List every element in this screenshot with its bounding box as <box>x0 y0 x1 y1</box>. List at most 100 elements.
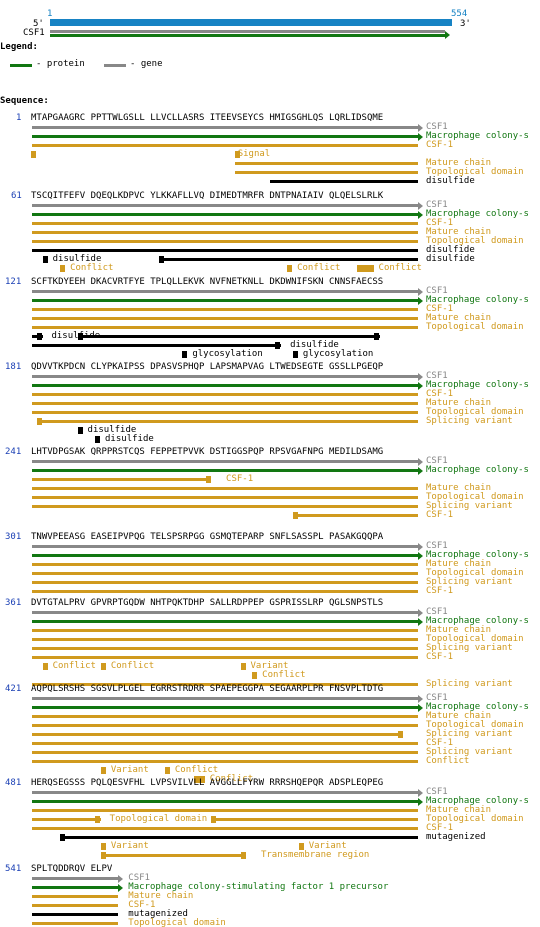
overview-protein-line[interactable] <box>50 34 445 37</box>
gene-track-bar[interactable] <box>32 545 418 548</box>
feature-track-bar[interactable] <box>36 420 418 423</box>
feature-mark[interactable] <box>234 151 240 158</box>
feature-track-bar[interactable] <box>32 638 418 641</box>
conflict-mark[interactable] <box>42 663 48 670</box>
protein-track-bar[interactable] <box>32 554 418 557</box>
sequence-line[interactable]: SCFTKDYEEH DKACVRTFYE TPLQLLEKVK NVFNETK… <box>31 277 384 287</box>
gene-track-bar[interactable] <box>32 611 418 614</box>
site-mark[interactable] <box>182 351 188 358</box>
conflict-mark[interactable] <box>252 672 258 679</box>
gene-track-bar[interactable] <box>32 290 418 293</box>
gene-track-bar[interactable] <box>32 697 418 700</box>
bond-mark[interactable] <box>77 333 83 340</box>
feature-track-bar[interactable] <box>32 222 418 225</box>
feature-track-bar[interactable] <box>32 572 418 575</box>
sequence-line[interactable]: QDVVTKPDCN CLYPKAIPSS DPASVSPHQP LAPSMAP… <box>31 362 384 372</box>
bond-track-bar[interactable] <box>159 258 418 261</box>
feature-track-bar[interactable] <box>32 393 418 396</box>
sequence-line[interactable]: AQPQLSRSHS SGSVLPLGEL EGRRSTRDRR SPAEPEG… <box>31 684 384 694</box>
sequence-line[interactable]: TNWVPEEASG EASEIPVPQG TELSPSRPGG GSMQTEP… <box>31 532 384 542</box>
feature-track-bar[interactable] <box>32 326 418 329</box>
feature-track-bar[interactable] <box>32 895 119 898</box>
feature-track-bar[interactable] <box>32 656 418 659</box>
gene-track-bar[interactable] <box>32 204 418 207</box>
sequence-line[interactable]: MTAPGAAGRC PPTTWLGSLL LLVCLLASRS ITEEVSE… <box>31 113 384 123</box>
site-mark[interactable] <box>95 436 101 443</box>
feature-track-bar[interactable] <box>32 683 418 686</box>
protein-track-bar[interactable] <box>32 886 119 889</box>
feature-track-bar[interactable] <box>32 818 101 821</box>
bond-track-bar[interactable] <box>32 913 119 916</box>
sequence-line[interactable]: DVTGTALPRV GPVRPTGQDW NHTPQKTDHP SALLRDP… <box>31 598 384 608</box>
protein-track-bar[interactable] <box>32 213 418 216</box>
feature-mark[interactable] <box>205 476 211 483</box>
feature-track-bar[interactable] <box>32 411 418 414</box>
feature-track-bar[interactable] <box>32 496 418 499</box>
sequence-line[interactable]: TSCQITFEFV DQEQLKDPVC YLKKAFLLVQ DIMEDTM… <box>31 191 384 201</box>
feature-track-bar[interactable] <box>292 514 418 517</box>
feature-track-bar[interactable] <box>32 317 418 320</box>
bond-track-bar[interactable] <box>77 335 381 338</box>
feature-mark[interactable] <box>292 512 298 519</box>
bond-mark[interactable] <box>60 834 66 841</box>
feature-track-bar[interactable] <box>32 647 418 650</box>
protein-track-bar[interactable] <box>32 620 418 623</box>
feature-track-bar[interactable] <box>32 563 418 566</box>
feature-track-bar[interactable] <box>32 240 418 243</box>
feature-track-bar[interactable] <box>32 733 404 736</box>
bond-track-bar[interactable] <box>32 249 418 252</box>
site-mark[interactable] <box>77 427 83 434</box>
gene-track-bar[interactable] <box>32 791 418 794</box>
feature-track-bar[interactable] <box>32 144 418 147</box>
gene-track-bar[interactable] <box>32 126 418 129</box>
feature-track-bar[interactable] <box>32 904 119 907</box>
feature-track-bar[interactable] <box>100 854 247 857</box>
protein-track-bar[interactable] <box>32 469 418 472</box>
feature-track-bar[interactable] <box>32 231 418 234</box>
feature-track-bar[interactable] <box>32 751 418 754</box>
conflict-mark[interactable] <box>100 843 106 850</box>
feature-track-bar[interactable] <box>32 590 418 593</box>
feature-mark[interactable] <box>36 418 42 425</box>
bond-track-bar[interactable] <box>269 180 418 183</box>
feature-track-bar[interactable] <box>32 742 418 745</box>
sequence-line[interactable]: HERQSEGSSS PQLQESVFHL LVPSVILVLL AVGGLLF… <box>31 778 384 788</box>
feature-track-bar[interactable] <box>32 922 119 925</box>
site-mark[interactable] <box>292 351 298 358</box>
feature-track-bar[interactable] <box>32 809 418 812</box>
feature-track-bar[interactable] <box>32 629 418 632</box>
feature-track-bar[interactable] <box>32 724 418 727</box>
protein-track-bar[interactable] <box>32 384 418 387</box>
feature-track-bar[interactable] <box>32 760 418 763</box>
sequence-line[interactable]: LHTVDPGSAK QRPPRSTCQS FEPPETPVVK DSTIGGS… <box>31 447 384 457</box>
gene-track-bar[interactable] <box>32 877 119 880</box>
bond-mark[interactable] <box>275 342 281 349</box>
feature-track-bar[interactable] <box>234 171 418 174</box>
overview-gene-line[interactable] <box>50 30 445 33</box>
protein-track-bar[interactable] <box>32 800 418 803</box>
feature-track-bar[interactable] <box>32 715 418 718</box>
feature-track-bar[interactable] <box>32 581 418 584</box>
feature-mark[interactable] <box>211 816 217 823</box>
overview-bar[interactable] <box>50 19 452 26</box>
gene-track-bar[interactable] <box>32 375 418 378</box>
bond-track-bar[interactable] <box>60 836 418 839</box>
feature-track-bar[interactable] <box>32 308 418 311</box>
bond-mark[interactable] <box>374 333 380 340</box>
feature-track-bar[interactable] <box>32 505 418 508</box>
conflict-mark[interactable] <box>240 663 246 670</box>
feature-mark[interactable] <box>95 816 101 823</box>
feature-mark[interactable] <box>100 852 106 859</box>
feature-track-bar[interactable] <box>211 818 418 821</box>
feature-track-bar[interactable] <box>32 827 418 830</box>
protein-track-bar[interactable] <box>32 135 418 138</box>
conflict-mark[interactable] <box>298 843 304 850</box>
feature-track-bar[interactable] <box>32 402 418 405</box>
feature-mark[interactable] <box>397 731 403 738</box>
protein-track-bar[interactable] <box>32 299 418 302</box>
sequence-line[interactable]: SPLTQDDRQV ELPV <box>31 864 113 874</box>
gene-track-bar[interactable] <box>32 460 418 463</box>
conflict-mark[interactable] <box>100 767 106 774</box>
bond-mark[interactable] <box>42 256 48 263</box>
conflict-mark[interactable] <box>287 265 293 272</box>
